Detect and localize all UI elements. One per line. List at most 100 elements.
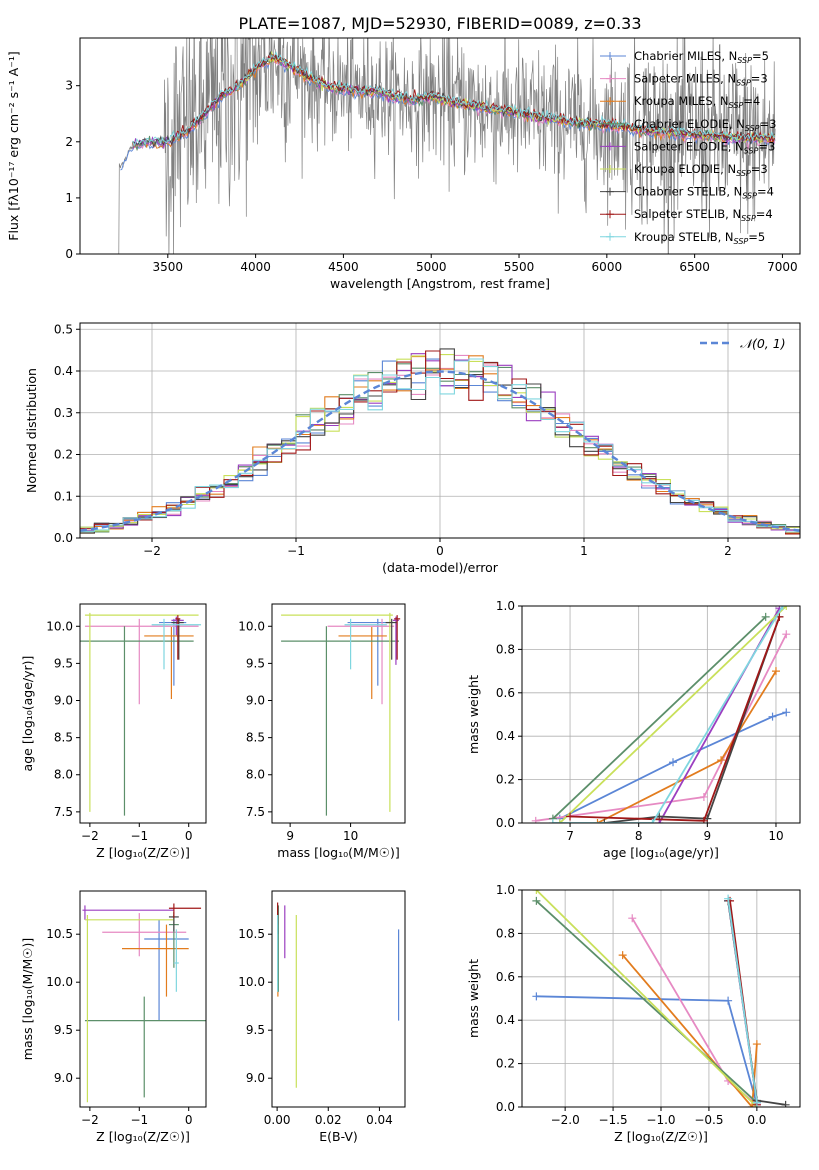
weight-marker <box>761 612 770 621</box>
weight-marker <box>593 819 602 823</box>
y-tick-label: 0.4 <box>496 729 515 743</box>
y-tick-label: 0.2 <box>496 773 515 787</box>
frame-weight-vs-Z: −2.0 −1.5 −1.0 −0.5 0.0 0.0 0.2 0.4 0.6 0.8 1.0 Z [… <box>466 883 801 1144</box>
y-tick-label: 0.0 <box>54 531 73 545</box>
y-tick-label: 9.5 <box>54 656 73 670</box>
plot-area-age-vs-Z <box>80 612 202 816</box>
plot-area-residuals <box>80 348 800 535</box>
frame-weight-vs-age: 7 8 9 10 0.0 0.2 0.4 0.6 0.8 1.0 age [log₁₀(age/yr… <box>466 599 801 860</box>
plot-area-weight-vs-age <box>531 606 791 823</box>
y-tick-label: 7.5 <box>246 805 265 819</box>
axes-age-vs-mass: 9 10 7.5 8.0 8.5 9.0 9.5 10.0 mass [log₁₀(M/M☉)] <box>238 603 406 860</box>
legend-marker <box>606 142 614 151</box>
weight-line-1 <box>631 917 758 1106</box>
legend-label: Chabrier STELIB, NSSP=4 <box>634 185 774 201</box>
axes-frame <box>271 603 406 824</box>
weight-marker <box>566 812 575 821</box>
x-tick-label: 5500 <box>504 260 535 274</box>
axes-mass-vs-Z: −2 −1 0 9.0 9.5 10.0 10.5 Z [log₁₀(Z/Z☉)] mass [… <box>20 890 207 1144</box>
weight-marker <box>782 606 791 610</box>
x-tick-label: 9 <box>286 829 294 843</box>
y-tick-label: 9.0 <box>246 694 265 708</box>
weight-marker <box>782 708 791 717</box>
weight-marker <box>531 816 540 823</box>
weight-line-3 <box>535 900 758 1104</box>
x-axis-label: wavelength [Angstrom, rest frame] <box>330 276 550 291</box>
weight-line-2 <box>622 954 758 1107</box>
x-tick-label: −2 <box>81 1113 99 1127</box>
axes-spectrum: 3500 4000 4500 5000 5500 6000 6500 7000 0 1 2 3 wave… <box>6 37 801 291</box>
legend-label: Kroupa MILES, NSSP=4 <box>634 94 760 110</box>
x-tick-label: 0.0 <box>747 1113 766 1127</box>
frame-residuals: −2 −1 0 1 2 0.0 0.1 0.2 0.3 0.4 0.5 (data-model)/er… <box>24 322 801 575</box>
legend-marker <box>606 74 614 83</box>
residual-histogram-8 <box>80 358 800 533</box>
x-axis-label: age [log₁₀(age/yr)] <box>603 845 719 860</box>
legend-label: Salpeter ELODIE, NSSP=3 <box>634 139 775 155</box>
x-tick-label: 9 <box>704 829 712 843</box>
x-tick-label: −2.0 <box>551 1113 580 1127</box>
y-tick-label: 0.0 <box>496 816 515 830</box>
y-tick-label: 0.6 <box>496 970 515 984</box>
y-tick-label: 10.5 <box>238 927 265 941</box>
x-axis-label: E(B-V) <box>319 1129 358 1144</box>
y-tick-label: 10.0 <box>46 619 73 633</box>
legend-label: 𝒩(0, 1) <box>740 336 786 351</box>
frame-age-vs-mass: 9 10 7.5 8.0 8.5 9.0 9.5 10.0 mass [log₁₀(M/M☉)] <box>238 603 406 860</box>
weight-marker <box>699 792 708 801</box>
weight-marker <box>532 896 541 905</box>
frame-mass-vs-ebv: 0.00 0.02 0.04 9.0 9.5 10.0 10.5 E(B-V) <box>238 890 406 1144</box>
y-tick-label: 1.0 <box>496 599 515 613</box>
weight-marker <box>768 712 777 721</box>
weight-line-6 <box>604 616 781 823</box>
y-tick-label: 8.5 <box>54 731 73 745</box>
x-axis-label: Z [log₁₀(Z/Z☉)] <box>614 1129 708 1144</box>
axes-frame <box>79 37 801 255</box>
x-tick-label: −1 <box>287 544 305 558</box>
y-tick-label: 10.0 <box>238 975 265 989</box>
weight-line-0 <box>536 995 758 1106</box>
x-axis-label: mass [log₁₀(M/M☉)] <box>277 845 399 860</box>
x-tick-label: −1 <box>130 1113 148 1127</box>
y-tick-label: 1.0 <box>496 883 515 897</box>
weight-marker <box>532 992 541 1001</box>
x-tick-label: 10 <box>768 829 783 843</box>
plot-area-mass-vs-Z <box>82 903 206 1103</box>
axes-mass-vs-ebv: 0.00 0.02 0.04 9.0 9.5 10.0 10.5 E(B-V) <box>238 890 406 1144</box>
weight-marker <box>618 951 627 960</box>
legend-label: Chabrier ELODIE, NSSP=3 <box>634 117 776 133</box>
y-tick-label: 7.5 <box>54 805 73 819</box>
legend-marker <box>606 232 614 241</box>
x-tick-label: −2 <box>81 829 99 843</box>
y-tick-label: 9.0 <box>246 1071 265 1085</box>
weight-line-5 <box>559 606 787 823</box>
y-tick-label: 8.0 <box>246 768 265 782</box>
weight-line-5 <box>535 890 758 1107</box>
legend-label: Salpeter STELIB, NSSP=4 <box>634 207 773 223</box>
legend-label: Kroupa ELODIE, NSSP=3 <box>634 162 768 178</box>
plot-area-mass-vs-ebv <box>277 902 400 1088</box>
weight-line-7 <box>569 616 781 822</box>
y-tick-label: 9.0 <box>54 1071 73 1085</box>
y-axis-label: Normed distribution <box>24 368 39 493</box>
weight-marker <box>699 816 708 823</box>
x-axis-label: Z [log₁₀(Z/Z☉)] <box>96 845 190 860</box>
weight-marker <box>532 890 541 894</box>
x-tick-label: 6000 <box>592 260 623 274</box>
axes-weight-vs-Z: −2.0 −1.5 −1.0 −0.5 0.0 0.0 0.2 0.4 0.6 0.8 1.0 Z [… <box>466 883 801 1144</box>
y-tick-label: 9.5 <box>54 1023 73 1037</box>
x-tick-label: 4000 <box>240 260 271 274</box>
legend-marker <box>606 165 614 173</box>
y-axis-label: mass weight <box>466 959 481 1038</box>
weight-line-8 <box>727 898 758 1103</box>
weight-marker <box>600 819 609 823</box>
y-tick-label: 0.8 <box>496 926 515 940</box>
weight-marker <box>717 756 726 765</box>
frame-mass-vs-Z: −2 −1 0 9.0 9.5 10.0 10.5 Z [log₁₀(Z/Z☉)] mass [… <box>20 890 207 1144</box>
weight-marker <box>648 819 657 823</box>
x-tick-label: −1.0 <box>646 1113 675 1127</box>
x-tick-label: −2 <box>143 544 161 558</box>
normal-reference-curve <box>80 370 800 532</box>
y-tick-label: 0.4 <box>54 364 73 378</box>
frame-age-vs-Z: −2 −1 0 7.5 8.0 8.5 9.0 9.5 10.0 Z [log₁₀(Z/Z☉)] a… <box>20 603 207 860</box>
